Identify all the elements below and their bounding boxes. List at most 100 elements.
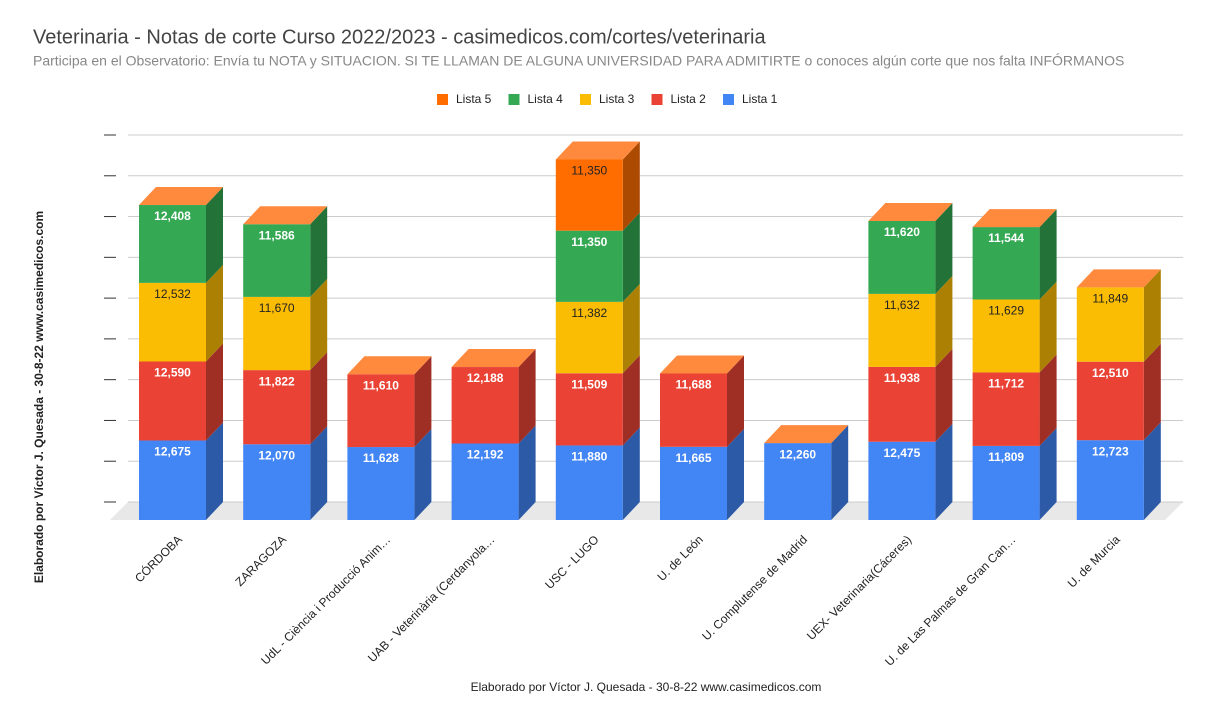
data-label: 11,688 [675,378,711,392]
bar-top [972,209,1057,228]
data-label: 11,670 [259,301,295,315]
bar-side [1143,422,1161,520]
bar-side [1143,269,1161,362]
data-label: 11,350 [571,164,607,178]
legend-label: Lista 4 [528,92,564,106]
bar-side [622,355,640,446]
data-label: 11,880 [571,450,607,464]
bar-side [831,425,849,520]
bar-segment [555,301,623,374]
bar-segment [868,441,936,520]
data-label: 11,712 [988,377,1024,391]
bar-side [518,425,536,520]
data-label: 12,475 [884,446,921,460]
data-label: 12,188 [467,371,504,385]
bar-segment [139,361,206,441]
bar-side [206,264,223,362]
data-label: 11,629 [988,304,1024,318]
bar-segment [555,230,623,302]
bar-side [1039,209,1057,300]
data-label: 11,632 [884,298,920,312]
bar-segment [347,374,415,448]
bar-segment [139,440,206,520]
legend-label: Lista 2 [671,92,707,106]
bar-segment [868,293,936,367]
x-tick-label: CÓRDOBA [131,532,185,586]
bar-segment [243,296,311,371]
data-label: 12,260 [779,447,816,461]
bar-side [310,352,328,445]
bar-top [243,206,328,225]
bar-segment [1076,287,1144,362]
data-label: 12,590 [154,366,191,380]
bar-side [1039,281,1057,373]
data-label: 12,675 [154,445,191,459]
legend-swatch [723,94,734,105]
bar-side [206,187,223,283]
bar-side [206,343,223,441]
data-label: 11,586 [259,228,295,242]
bar-top [347,356,432,375]
bar-side [935,275,953,367]
data-label: 12,070 [258,448,295,462]
legend-swatch [437,94,448,105]
x-tick-label: USC - LUGO [542,532,601,591]
bar-segment [451,367,519,444]
bar-segment [347,447,415,520]
chart-subtitle: Participa en el Observatorio: Envía tu N… [33,53,1124,69]
bar-segment [243,224,311,297]
legend-label: Lista 5 [456,92,492,106]
bar-segment [868,220,936,294]
bar-side [935,348,953,442]
bar-side [1039,427,1057,520]
data-label: 12,510 [1092,366,1129,380]
bar-top [139,187,223,206]
bar-side [206,422,223,520]
x-tick-label: ZARAGOZA [232,532,289,589]
bar-segment [972,227,1040,300]
bar-side [622,141,640,231]
data-label: 12,192 [467,448,504,462]
bar-side [622,212,640,302]
chart-title: Veterinaria - Notas de corte Curso 2022/… [33,26,766,48]
bar-segment [868,366,936,442]
bar-side [310,278,328,371]
legend-swatch [580,94,591,105]
y-axis-label: Elaborado por Víctor J. Quesada - 30-8-2… [32,211,46,583]
bar-side [727,428,744,520]
bar-side [1143,343,1161,441]
bar-side [622,283,640,374]
bar-segment [243,444,311,520]
bar-segment [972,445,1040,520]
legend-swatch [508,94,520,105]
bar-side [727,355,744,447]
bar-top [555,141,640,160]
data-label: 11,620 [884,225,920,239]
data-label: 11,610 [363,378,399,392]
data-label: 11,822 [259,374,295,388]
bar-segment [660,373,727,447]
x-tick-label: UAB - Veterinària (Cerdanyola… [365,532,498,665]
bar-segment [243,370,311,445]
bar-top [764,425,849,444]
bar-side [622,427,640,520]
bar-side [1039,354,1057,446]
data-label: 12,723 [1092,444,1129,458]
bar-top [660,355,744,374]
bar-segment [1076,440,1144,520]
x-axis-label: Elaborado por Víctor J. Quesada - 30-8-2… [471,680,822,694]
bar-segment [555,445,623,520]
bar-segment [451,443,519,520]
data-label: 11,628 [363,451,399,465]
data-label: 12,532 [154,287,191,301]
bar-side [935,202,953,294]
bar-segment [660,446,727,520]
x-tick-label: U. de Murcia [1065,532,1123,590]
bar-side [414,356,432,448]
bar-segment [139,205,206,283]
bar-segment [139,282,206,362]
bar-segment [1076,361,1144,441]
bar-side [518,349,536,444]
data-label: 11,665 [675,451,711,465]
